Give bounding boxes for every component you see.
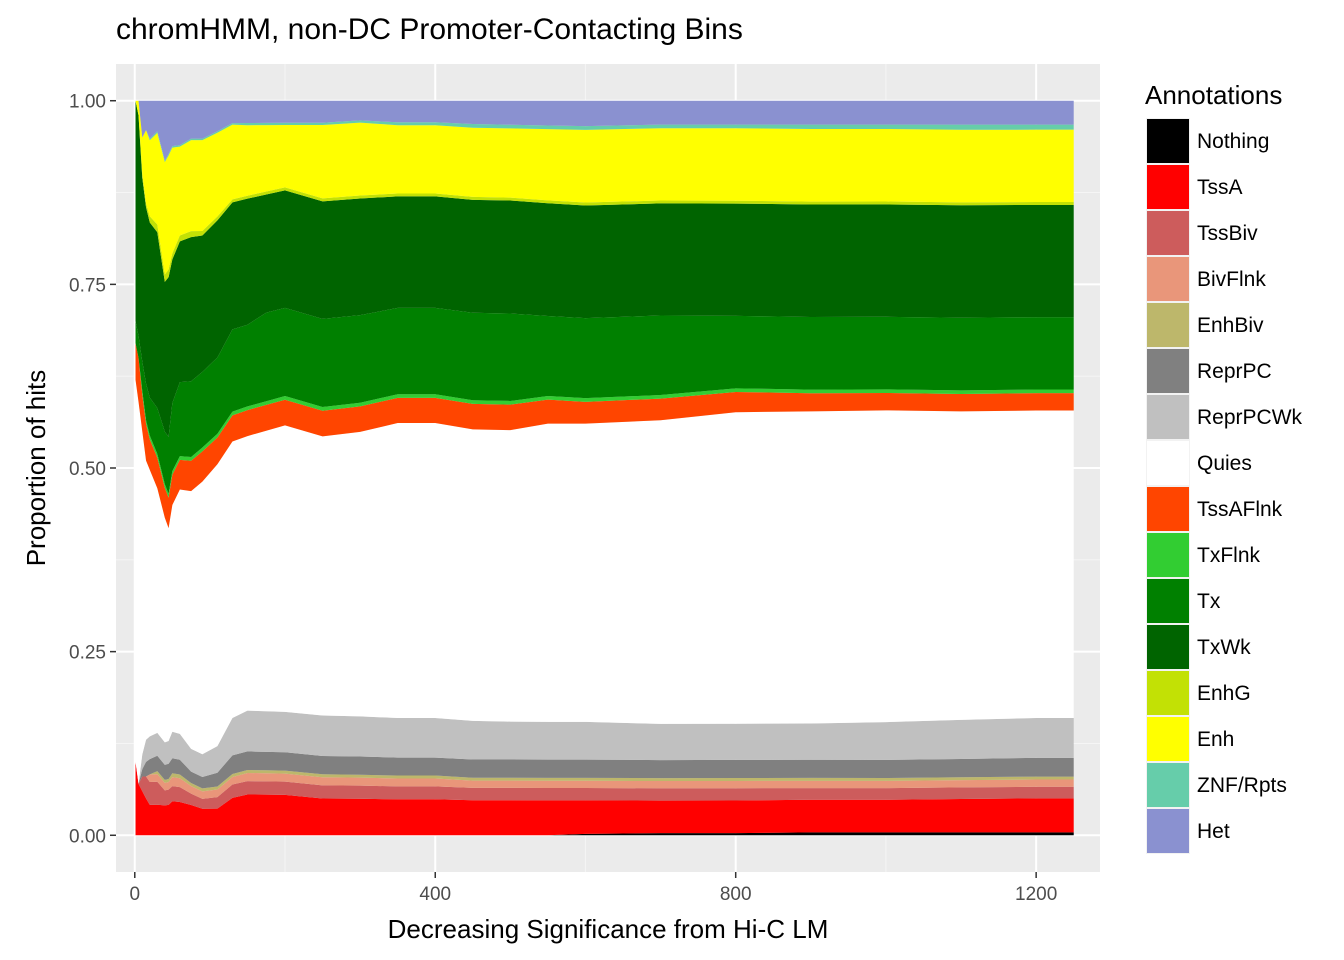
legend-item-nothing: Nothing bbox=[1146, 118, 1269, 164]
legend-label-txwk: TxWk bbox=[1197, 636, 1251, 659]
area-enhbiv bbox=[135, 761, 1074, 792]
legend-item-tssa: TssA bbox=[1146, 164, 1243, 210]
y-tick-label: 0.75 bbox=[69, 275, 106, 296]
legend-label-enhg: EnhG bbox=[1197, 682, 1251, 705]
legend-label-tssa: TssA bbox=[1197, 176, 1243, 199]
legend: Annotations Nothing TssA TssBiv BivFlnk EnhB… bbox=[1145, 80, 1303, 854]
legend-swatch-reprpc bbox=[1147, 349, 1189, 393]
legend-label-reprpcwk: ReprPCWk bbox=[1197, 406, 1303, 429]
x-axis: 0 400 800 1200 bbox=[129, 872, 1057, 905]
legend-swatch-quies bbox=[1147, 441, 1189, 485]
legend-swatch-tx bbox=[1147, 579, 1189, 623]
legend-swatch-txflnk bbox=[1147, 533, 1189, 577]
legend-label-bivflnk: BivFlnk bbox=[1197, 268, 1266, 291]
area-tssaflnk bbox=[135, 343, 1074, 529]
area-reprpc bbox=[135, 751, 1074, 789]
legend-label-enhbiv: EnhBiv bbox=[1197, 314, 1264, 337]
stacked-areas bbox=[135, 100, 1074, 836]
legend-swatch-nothing bbox=[1147, 119, 1189, 163]
legend-item-quies: Quies bbox=[1146, 440, 1252, 486]
x-axis-title: Decreasing Significance from Hi-C LM bbox=[388, 914, 829, 944]
y-tick-label: 0.00 bbox=[69, 826, 106, 847]
legend-label-tx: Tx bbox=[1197, 590, 1221, 613]
legend-item-bivflnk: BivFlnk bbox=[1146, 256, 1266, 302]
legend-swatch-enhg bbox=[1147, 671, 1189, 715]
legend-swatch-enhbiv bbox=[1147, 303, 1189, 347]
legend-item-enh: Enh bbox=[1146, 716, 1234, 762]
legend-item-reprpcwk: ReprPCWk bbox=[1146, 394, 1303, 440]
area-tx bbox=[135, 307, 1074, 494]
legend-item-txflnk: TxFlnk bbox=[1146, 532, 1261, 578]
legend-swatch-reprpcwk bbox=[1147, 395, 1189, 439]
legend-item-znf-rpts: ZNF/Rpts bbox=[1146, 762, 1287, 808]
legend-label-quies: Quies bbox=[1197, 452, 1252, 475]
legend-item-txwk: TxWk bbox=[1146, 624, 1251, 670]
legend-item-tssbiv: TssBiv bbox=[1146, 210, 1258, 256]
legend-label-txflnk: TxFlnk bbox=[1197, 544, 1261, 567]
legend-swatch-het bbox=[1147, 809, 1189, 853]
legend-item-tssaflnk: TssAFlnk bbox=[1146, 486, 1283, 532]
legend-label-znf-rpts: ZNF/Rpts bbox=[1197, 774, 1287, 797]
legend-item-reprpc: ReprPC bbox=[1146, 348, 1272, 394]
legend-swatch-enh bbox=[1147, 717, 1189, 761]
legend-label-tssbiv: TssBiv bbox=[1197, 222, 1258, 245]
legend-item-het: Het bbox=[1146, 808, 1230, 854]
area-reprpcwk bbox=[135, 710, 1074, 784]
legend-item-tx: Tx bbox=[1146, 578, 1221, 624]
area-txwk bbox=[135, 100, 1074, 437]
x-tick-label: 800 bbox=[720, 884, 752, 905]
legend-label-nothing: Nothing bbox=[1197, 130, 1269, 153]
legend-item-enhbiv: EnhBiv bbox=[1146, 302, 1264, 348]
legend-label-het: Het bbox=[1197, 820, 1230, 843]
chart-title: chromHMM, non-DC Promoter-Contacting Bin… bbox=[116, 13, 743, 46]
y-axis: 0.00 0.25 0.50 0.75 1.00 bbox=[69, 92, 116, 847]
area-enh bbox=[135, 100, 1074, 275]
area-bivflnk bbox=[135, 761, 1074, 799]
legend-item-enhg: EnhG bbox=[1146, 670, 1251, 716]
legend-swatch-tssaflnk bbox=[1147, 487, 1189, 531]
area-tssbiv bbox=[135, 761, 1074, 809]
legend-label-tssaflnk: TssAFlnk bbox=[1197, 498, 1283, 521]
legend-label-enh: Enh bbox=[1197, 728, 1234, 751]
area-tssa bbox=[135, 761, 1074, 836]
area-het bbox=[135, 100, 1074, 161]
legend-swatch-bivflnk bbox=[1147, 257, 1189, 301]
legend-title: Annotations bbox=[1145, 80, 1282, 110]
legend-swatch-tssbiv bbox=[1147, 211, 1189, 255]
y-tick-label: 0.25 bbox=[69, 643, 106, 664]
legend-swatch-txwk bbox=[1147, 625, 1189, 669]
y-tick-label: 1.00 bbox=[69, 92, 106, 113]
y-axis-title: Proportion of hits bbox=[21, 370, 51, 567]
legend-swatch-tssa bbox=[1147, 165, 1189, 209]
area-quies bbox=[135, 379, 1074, 784]
x-tick-label: 1200 bbox=[1015, 884, 1057, 905]
legend-label-reprpc: ReprPC bbox=[1197, 360, 1272, 383]
y-tick-label: 0.50 bbox=[69, 459, 106, 480]
area-nothing bbox=[135, 832, 1074, 836]
x-tick-label: 0 bbox=[129, 884, 140, 905]
x-tick-label: 400 bbox=[419, 884, 451, 905]
legend-swatch-znf-rpts bbox=[1147, 763, 1189, 807]
